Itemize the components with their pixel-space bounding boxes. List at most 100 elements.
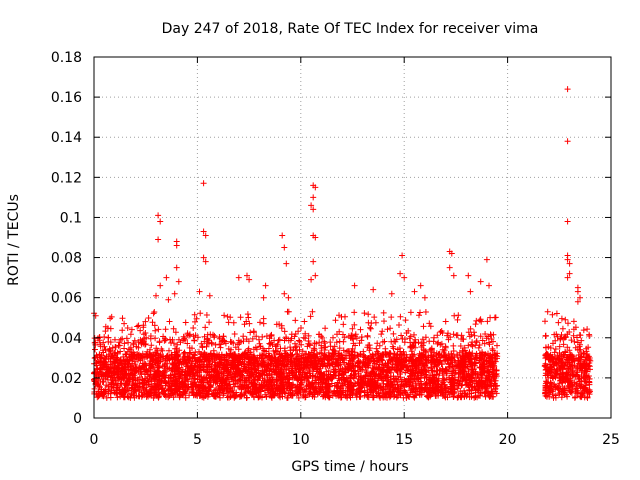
data-point <box>137 327 144 334</box>
y-tick-label: 0.18 <box>51 50 82 66</box>
outlier-point <box>417 282 424 289</box>
data-point <box>441 357 448 364</box>
data-point <box>203 312 210 318</box>
y-tick-label: 0.12 <box>51 170 82 186</box>
x-tick-label: 20 <box>499 432 517 448</box>
data-point <box>365 311 372 318</box>
data-point <box>396 322 402 328</box>
data-point <box>371 314 378 321</box>
outlier-point <box>564 86 571 93</box>
data-point <box>457 343 464 349</box>
data-point <box>243 336 250 343</box>
data-point <box>165 379 172 386</box>
outlier-point <box>351 282 358 289</box>
data-point <box>296 346 303 353</box>
data-point <box>147 352 154 359</box>
data-point <box>492 388 498 395</box>
y-axis-label: ROTI / TECUs <box>6 194 22 286</box>
data-point <box>112 336 118 343</box>
data-point <box>121 345 128 352</box>
data-point <box>124 325 131 331</box>
data-point <box>468 341 475 348</box>
data-point <box>170 394 177 401</box>
data-point <box>454 332 461 339</box>
data-point <box>392 338 399 345</box>
data-point <box>316 339 323 346</box>
data-point <box>403 381 409 388</box>
data-point <box>329 346 336 353</box>
outlier-point <box>281 244 288 251</box>
data-point <box>154 381 160 388</box>
data-point <box>351 309 358 316</box>
data-point <box>96 384 103 390</box>
data-point <box>142 318 149 325</box>
data-point <box>246 389 253 396</box>
data-point <box>218 338 225 345</box>
data-point <box>464 382 471 388</box>
data-point <box>385 366 392 373</box>
data-point <box>162 382 169 389</box>
data-point <box>284 394 290 401</box>
data-point <box>190 370 197 377</box>
data-point <box>182 319 189 326</box>
data-point <box>203 343 210 350</box>
data-point <box>373 392 380 399</box>
data-point <box>584 326 591 333</box>
data-point <box>185 378 192 385</box>
data-point <box>194 364 201 371</box>
data-point <box>208 340 215 347</box>
outlier-point <box>310 258 317 265</box>
data-point <box>130 392 137 399</box>
data-point <box>142 384 148 391</box>
data-point <box>197 310 204 317</box>
data-point <box>256 336 262 343</box>
data-point <box>455 382 462 389</box>
data-point <box>232 344 239 351</box>
data-point <box>454 316 461 323</box>
data-point <box>494 342 500 349</box>
data-point <box>299 348 306 355</box>
data-point <box>387 350 394 357</box>
data-point <box>384 326 391 333</box>
data-point <box>438 361 445 368</box>
data-point <box>318 369 325 376</box>
data-point <box>176 375 183 382</box>
data-point <box>119 327 126 334</box>
y-tick-label: 0.04 <box>51 331 82 347</box>
data-point <box>467 325 474 332</box>
data-point <box>437 341 444 348</box>
data-point <box>191 337 198 344</box>
data-point <box>292 317 299 324</box>
data-point <box>132 361 139 368</box>
data-point <box>121 340 128 347</box>
data-point <box>483 335 490 342</box>
data-point <box>442 318 449 325</box>
data-point <box>549 311 556 318</box>
outlier-point <box>285 294 292 301</box>
data-point <box>147 360 154 367</box>
data-point <box>164 357 171 364</box>
data-point <box>309 308 316 315</box>
outlier-point <box>401 274 408 281</box>
data-point <box>134 323 141 330</box>
outlier-point <box>467 288 474 295</box>
data-point <box>406 394 413 400</box>
outlier-point <box>281 290 288 297</box>
data-point <box>295 353 302 360</box>
data-point <box>306 391 313 398</box>
data-point <box>225 345 232 352</box>
data-point <box>148 342 155 349</box>
y-tick-label: 0.08 <box>51 251 82 267</box>
data-point <box>436 351 443 358</box>
data-point <box>412 339 419 346</box>
data-point <box>131 337 138 344</box>
data-point <box>150 310 157 317</box>
data-point <box>388 314 395 321</box>
data-point <box>308 349 315 356</box>
data-point <box>126 357 133 364</box>
data-point <box>445 389 452 395</box>
data-point <box>489 345 496 352</box>
data-point <box>336 312 342 319</box>
data-point <box>174 388 181 395</box>
outlier-point <box>235 274 242 281</box>
